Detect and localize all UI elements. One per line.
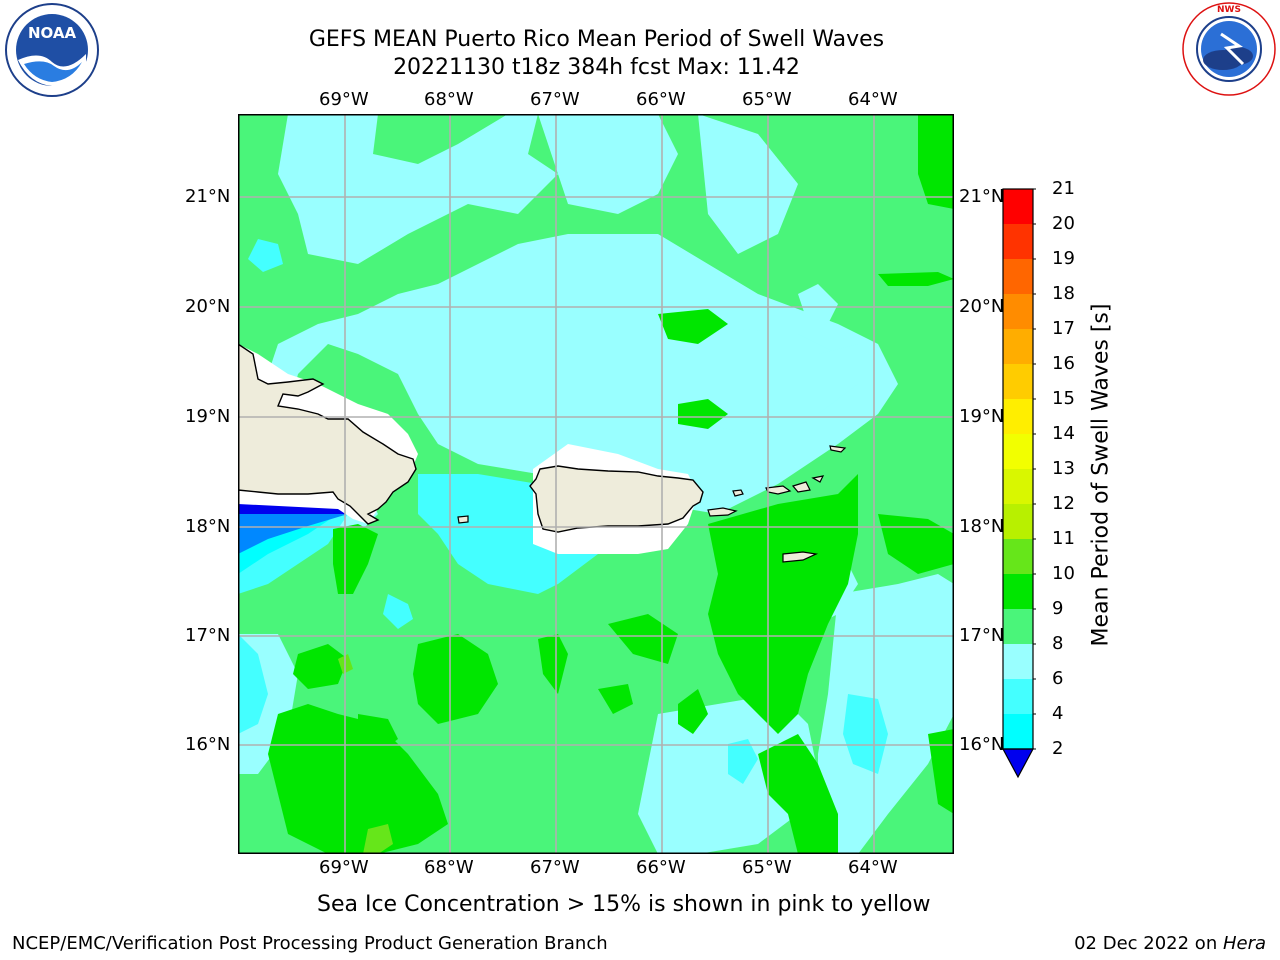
- colorbar-segment: [1003, 504, 1033, 539]
- colorbar-tick-label: 9: [1052, 598, 1064, 619]
- colorbar-segment: [1003, 434, 1033, 469]
- colorbar-tick-label: 19: [1052, 248, 1075, 269]
- colorbar-segment: [1003, 189, 1033, 224]
- contour-2-4s: [238, 512, 348, 554]
- colorbar-tick-label: 14: [1052, 423, 1075, 444]
- map-title-line2: 20221130 t18z 384h fcst Max: 11.42: [393, 55, 800, 80]
- colorbar-segment: [1003, 469, 1033, 504]
- colorbar-tick-label: 12: [1052, 493, 1075, 514]
- graticule: [238, 114, 954, 854]
- lat-label-right: 20°N: [959, 296, 1005, 317]
- footer-date-text: 02 Dec 2022 on: [1074, 933, 1223, 954]
- lat-label-left: 20°N: [185, 296, 231, 317]
- virgin-islands: [811, 475, 825, 483]
- colorbar-tick-label: 2: [1052, 738, 1064, 759]
- colorbar-tick-label: 13: [1052, 458, 1075, 479]
- lon-label-top: 69°W: [319, 89, 369, 110]
- colorbar-extension: [1001, 748, 1035, 779]
- colorbar-tick-label: 11: [1052, 528, 1075, 549]
- colorbar-segment: [1003, 259, 1033, 294]
- lat-label-left: 19°N: [185, 406, 231, 427]
- anegada-island: [829, 445, 847, 453]
- colorbar-ticks: 21 20 19 18 17 16 15 14 13 12 11 10 9 8 6 4 2: [1040, 178, 1100, 780]
- st-croix-island: [782, 551, 819, 563]
- colorbar-tick-label: 16: [1052, 353, 1075, 374]
- colorbar-segment: [1003, 329, 1033, 364]
- colorbar-segment: [1003, 609, 1033, 644]
- noaa-logo: NOAA: [0, 2, 104, 98]
- lat-label-right: 19°N: [959, 406, 1005, 427]
- lat-label-left: 21°N: [185, 186, 231, 207]
- lat-label-left: 16°N: [185, 734, 231, 755]
- contour-10-11s: [268, 114, 954, 854]
- colorbar-segment: [1003, 539, 1033, 574]
- nws-logo: NWS: [1181, 0, 1277, 98]
- colorbar-segment: [1003, 714, 1033, 749]
- lon-label-top: 64°W: [848, 89, 898, 110]
- colorbar-label: Mean Period of Swell Waves [s]: [1088, 303, 1114, 647]
- colorbar-tick-label: 4: [1052, 703, 1064, 724]
- colorbar-segment: [1003, 679, 1033, 714]
- lat-label-left: 18°N: [185, 516, 231, 537]
- lon-label-bottom: 67°W: [530, 857, 580, 878]
- colorbar-segment: [1003, 364, 1033, 399]
- lon-label-top: 68°W: [424, 89, 474, 110]
- colorbar-segment: [1003, 399, 1033, 434]
- lat-label-right: 16°N: [959, 734, 1005, 755]
- colorbar-tick-label: 21: [1052, 178, 1075, 199]
- lon-label-bottom: 69°W: [319, 857, 369, 878]
- lon-label-top: 65°W: [742, 89, 792, 110]
- svg-text:NWS: NWS: [1217, 5, 1241, 15]
- colorbar-tick-label: 18: [1052, 283, 1075, 304]
- svg-text:NOAA: NOAA: [28, 24, 77, 42]
- footer-host: Hera: [1222, 933, 1266, 954]
- colorbar-segment: [1003, 644, 1033, 679]
- map-frame: [238, 114, 954, 854]
- colorbar-tick-label: 10: [1052, 563, 1075, 584]
- colorbar-segment: [1003, 294, 1033, 329]
- lat-label-right: 21°N: [959, 186, 1005, 207]
- sea-ice-note: Sea Ice Concentration > 15% is shown in …: [317, 892, 931, 917]
- lon-label-bottom: 68°W: [424, 857, 474, 878]
- lon-label-bottom: 66°W: [636, 857, 686, 878]
- colorbar-tick-label: 8: [1052, 633, 1064, 654]
- lon-label-top: 67°W: [530, 89, 580, 110]
- lon-label-bottom: 65°W: [742, 857, 792, 878]
- colorbar: [1000, 186, 1037, 786]
- colorbar-tick-label: 15: [1052, 388, 1075, 409]
- mona-island: [457, 515, 469, 524]
- colorbar-tick-label: 6: [1052, 668, 1064, 689]
- hispaniola-land: [238, 343, 417, 525]
- colorbar-label-box: Mean Period of Swell Waves [s]: [1086, 285, 1116, 665]
- colorbar-tick-label: 17: [1052, 318, 1075, 339]
- map-panel[interactable]: [238, 114, 954, 854]
- culebra-island: [732, 489, 744, 497]
- lat-label-left: 17°N: [185, 625, 231, 646]
- lat-label-right: 17°N: [959, 625, 1005, 646]
- lon-label-top: 66°W: [636, 89, 686, 110]
- puerto-rico-land: [529, 465, 704, 533]
- virgin-islands: [791, 481, 811, 493]
- colorbar-segment: [1003, 574, 1033, 609]
- contour-8-9s: [238, 114, 954, 854]
- vieques-island: [707, 507, 738, 517]
- lon-label-bottom: 64°W: [848, 857, 898, 878]
- footer-credit: NCEP/EMC/Verification Post Processing Pr…: [12, 933, 608, 954]
- lat-label-right: 18°N: [959, 516, 1005, 537]
- map-title-line1: GEFS MEAN Puerto Rico Mean Period of Swe…: [308, 27, 885, 52]
- colorbar-segment: [1003, 224, 1033, 259]
- colorbar-tick-label: 20: [1052, 213, 1075, 234]
- footer-date: 02 Dec 2022 on Hera: [1074, 933, 1266, 955]
